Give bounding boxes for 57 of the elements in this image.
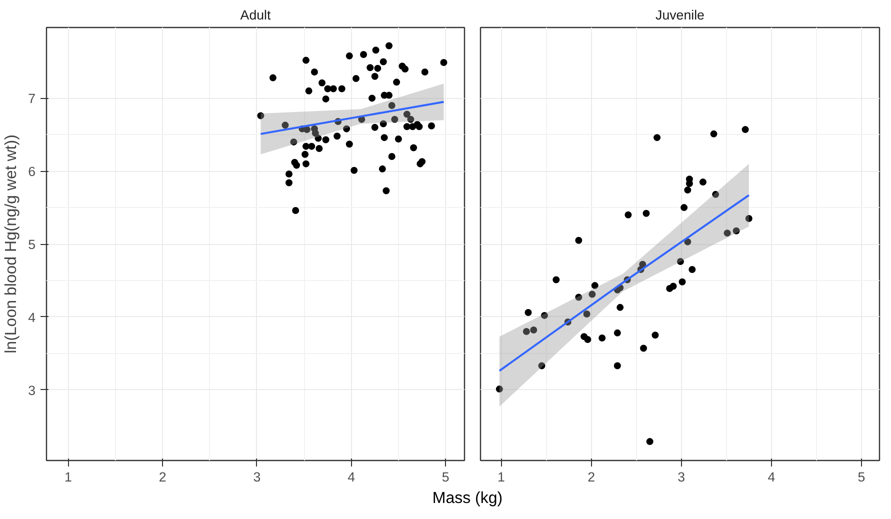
y-tick-label: 3 (28, 382, 36, 398)
point (688, 266, 696, 274)
point (538, 362, 546, 370)
point (583, 310, 590, 318)
point (642, 210, 650, 217)
x-tick-label: 1 (498, 470, 505, 484)
point (710, 130, 718, 138)
point (591, 282, 598, 290)
point (712, 190, 720, 198)
point (676, 258, 684, 265)
point (496, 386, 503, 393)
point (699, 178, 706, 186)
point (614, 362, 621, 370)
point (530, 326, 538, 334)
y-axis-title: ln(Loon blood Hg(ng/g wet wt)) (3, 134, 20, 354)
point (522, 328, 530, 335)
x-tick-label: 5 (858, 470, 866, 484)
point (684, 238, 692, 246)
point (524, 309, 532, 316)
chart-title: Juvenile (656, 8, 704, 22)
point (552, 276, 560, 284)
point (724, 230, 731, 237)
point (575, 294, 582, 301)
x-tick-label: 4 (768, 470, 776, 484)
point (598, 334, 606, 342)
point (646, 438, 654, 446)
point (584, 336, 592, 343)
y-tick-label: 5 (28, 237, 36, 252)
point (616, 304, 624, 311)
point (575, 236, 582, 244)
point (742, 126, 749, 134)
x-tick-label: 3 (253, 470, 261, 484)
point (540, 312, 548, 319)
x-tick-label: 2 (588, 470, 595, 484)
y-tick-label: 4 (28, 310, 36, 325)
point (684, 186, 692, 194)
x-tick-label: 4 (348, 470, 356, 484)
point (614, 329, 621, 336)
point (678, 278, 686, 286)
y-tick-label: 7 (28, 91, 36, 106)
x-tick-label: 3 (678, 470, 686, 484)
point (640, 344, 648, 352)
x-tick-label: 2 (158, 470, 166, 484)
point (624, 211, 632, 218)
x-axis-title: Mass (kg) (432, 489, 503, 509)
y-tick-label: 6 (28, 164, 36, 180)
point (680, 204, 688, 212)
point (670, 282, 677, 290)
point (732, 227, 740, 234)
x-tick-label: 1 (64, 470, 72, 484)
point (654, 134, 661, 142)
point (588, 290, 596, 298)
x-tick-label: 5 (442, 470, 450, 484)
chart-title: Adult (240, 8, 271, 22)
point (652, 332, 659, 339)
point (686, 180, 693, 187)
point (745, 214, 752, 222)
